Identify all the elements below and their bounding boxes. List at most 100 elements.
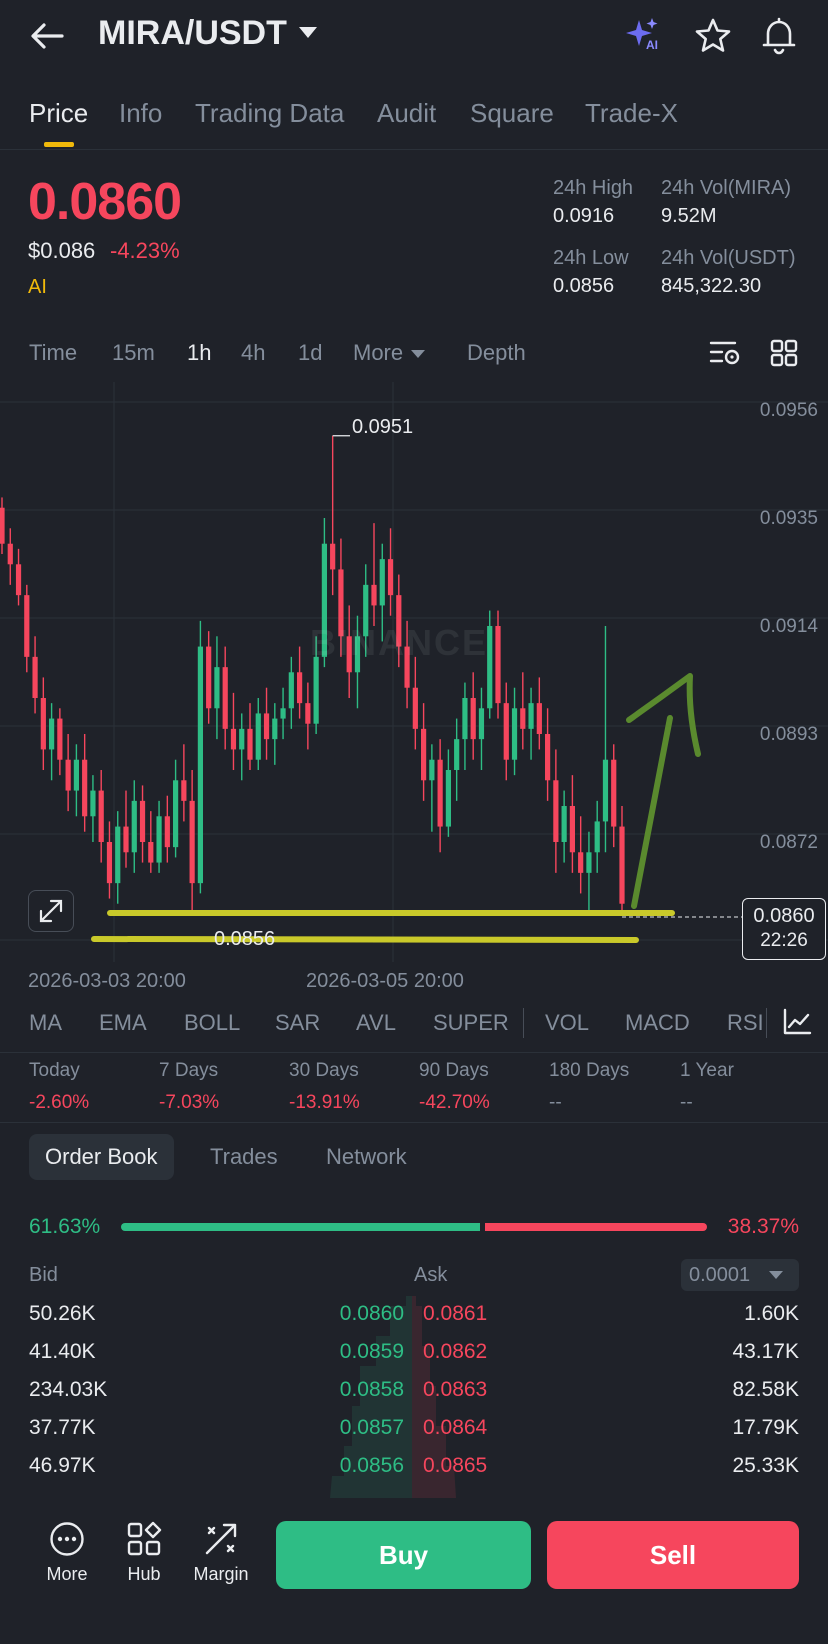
candle-body	[197, 646, 203, 884]
divider	[523, 1008, 524, 1038]
orderbook-row[interactable]: 37.77K 0.0857 0.0864 17.79K	[0, 1410, 828, 1448]
tf-4h[interactable]: 4h	[241, 340, 266, 365]
candle-body	[421, 728, 427, 781]
tab-network[interactable]: Network	[326, 1144, 407, 1169]
ask-depth-shade	[412, 1296, 458, 1498]
support-line-annotation	[91, 936, 639, 943]
arrow-head-annotation	[626, 673, 701, 757]
candle-body	[321, 543, 327, 657]
ind-vol[interactable]: VOL	[545, 1010, 590, 1035]
ind-macd[interactable]: MACD	[625, 1010, 690, 1035]
high-value: 0.0916	[553, 205, 615, 227]
candle-body	[536, 703, 542, 734]
favorite-button[interactable]	[694, 17, 732, 55]
chevron-down-icon	[411, 350, 426, 359]
candle-body	[156, 816, 162, 863]
ind-ema[interactable]: EMA	[99, 1010, 147, 1035]
price-change: -4.23%	[110, 238, 180, 263]
ind-sar[interactable]: SAR	[275, 1010, 321, 1035]
candle-body	[255, 713, 261, 760]
candlestick-chart	[0, 382, 828, 1005]
hub-button[interactable]: Hub	[109, 1520, 179, 1585]
buy-button[interactable]: Buy	[276, 1521, 531, 1589]
perf-label: 7 Days	[159, 1060, 219, 1081]
orderbook-row[interactable]: 46.97K 0.0856 0.0865 25.33K	[0, 1448, 828, 1486]
perf-label: 90 Days	[419, 1060, 489, 1081]
ask-price: 0.0864	[423, 1416, 488, 1439]
candle-body	[602, 759, 609, 822]
tab-audit[interactable]: Audit	[377, 98, 437, 128]
tf-depth[interactable]: Depth	[467, 340, 526, 365]
ind-super[interactable]: SUPER	[433, 1010, 509, 1035]
ai-tag[interactable]: AI	[28, 276, 47, 298]
tf-1d[interactable]: 1d	[298, 340, 323, 365]
ind-ma[interactable]: MA	[29, 1010, 62, 1035]
ai-assistant-button[interactable]: AI	[624, 16, 666, 56]
candle-body	[189, 800, 195, 884]
chart-settings-button[interactable]	[708, 338, 742, 368]
tab-square[interactable]: Square	[470, 98, 554, 128]
x-tick-label: 2026-03-05 20:00	[306, 970, 464, 992]
tf-1h[interactable]: 1h	[187, 340, 212, 365]
perf-value: -7.03%	[159, 1092, 220, 1113]
candle-body	[247, 728, 253, 760]
tab-trading-data[interactable]: Trading Data	[195, 98, 345, 128]
ind-rsi[interactable]: RSI	[727, 1010, 764, 1035]
ask-price: 0.0862	[423, 1340, 488, 1363]
candle-body	[553, 780, 559, 842]
orderbook-row[interactable]: 41.40K 0.0859 0.0862 43.17K	[0, 1334, 828, 1372]
y-tick-label: 0.0872	[759, 832, 818, 853]
candle-body	[15, 564, 22, 596]
candle-countdown: 22:26	[760, 930, 808, 951]
candle-body	[106, 842, 113, 884]
ask-price: 0.0863	[423, 1378, 488, 1401]
alert-button[interactable]	[760, 16, 798, 56]
ind-avl[interactable]: AVL	[356, 1010, 396, 1035]
bid-percent: 61.63%	[29, 1215, 101, 1238]
candle-body	[73, 759, 79, 791]
tf-time[interactable]: Time	[29, 340, 78, 365]
vol-usdt-value: 845,322.30	[661, 275, 762, 297]
tab-info[interactable]: Info	[119, 98, 163, 128]
tab-price[interactable]: Price	[29, 98, 89, 128]
layout-grid-button[interactable]	[769, 338, 799, 368]
pair-selector[interactable]: MIRA/USDT	[98, 14, 317, 53]
candle-body	[57, 718, 63, 760]
candle-body	[379, 559, 385, 606]
tf-15m[interactable]: 15m	[112, 340, 155, 365]
candle-body	[7, 543, 13, 565]
sparkle-icon	[626, 18, 658, 46]
orderbook-row[interactable]: 234.03K 0.0858 0.0863 82.58K	[0, 1372, 828, 1410]
candle-body	[354, 636, 361, 673]
back-button[interactable]	[28, 18, 68, 54]
more-label: More	[46, 1564, 88, 1584]
candle-body	[148, 842, 154, 863]
price-chart[interactable]: 0.0956 0.0935 0.0914 0.0893 0.0872 0.095…	[0, 382, 828, 1005]
candle-body	[619, 826, 625, 904]
tab-order-book[interactable]: Order Book	[29, 1134, 174, 1180]
current-price-label: 0.0860	[753, 905, 815, 927]
fullscreen-button[interactable]	[28, 890, 74, 932]
ind-boll[interactable]: BOLL	[184, 1010, 241, 1035]
tf-more[interactable]: More	[353, 340, 426, 366]
sell-button[interactable]: Sell	[547, 1521, 799, 1589]
tab-trade-x[interactable]: Trade-X	[585, 98, 678, 128]
tab-trades[interactable]: Trades	[210, 1144, 278, 1169]
orderbook-row[interactable]: 50.26K 0.0860 0.0861 1.60K	[0, 1296, 828, 1334]
high-label: 24h High	[553, 177, 634, 199]
y-tick-label: 0.0914	[759, 616, 818, 637]
indicator-settings-button[interactable]	[781, 1007, 813, 1037]
candle-body	[297, 672, 303, 704]
watermark: BINANCE	[310, 622, 489, 663]
margin-button[interactable]: Margin	[186, 1520, 256, 1585]
line-chart-icon	[783, 1008, 812, 1035]
more-button[interactable]: More	[32, 1520, 102, 1585]
bell-icon	[762, 17, 796, 55]
bid-depth-shape	[330, 1296, 412, 1498]
pair-title: MIRA/USDT	[98, 14, 287, 52]
perf-value: -2.60%	[29, 1092, 90, 1113]
candle-body	[404, 646, 410, 688]
precision-selector[interactable]: 0.0001	[681, 1259, 799, 1291]
candle-body	[263, 713, 270, 740]
bid-quantity: 46.97K	[29, 1454, 96, 1477]
